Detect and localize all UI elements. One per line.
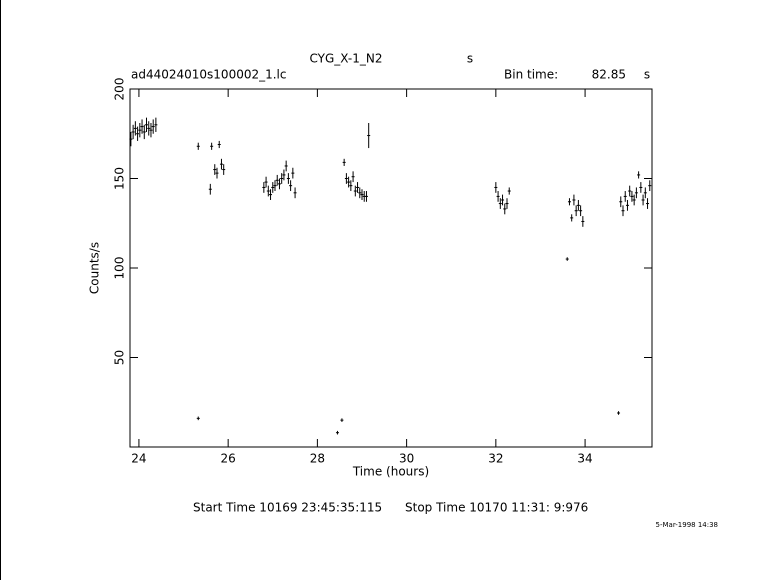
- plot-frame: [129, 88, 653, 448]
- x-tick-label: 26: [221, 452, 236, 466]
- x-tick-label: 30: [399, 452, 414, 466]
- start-time: Start Time 10169 23:45:35:115: [193, 501, 382, 515]
- date-stamp: 5-Mar-1998 14:38: [656, 521, 718, 529]
- y-tick-label: 150: [113, 167, 127, 190]
- bin-time-unit: s: [644, 68, 650, 82]
- x-tick-label: 32: [488, 452, 503, 466]
- x-tick-label: 24: [131, 452, 146, 466]
- y-tick-label: 100: [113, 257, 127, 280]
- title-unit: s: [467, 52, 473, 66]
- bin-time-label: Bin time:: [504, 68, 558, 82]
- chart-title: CYG_X-1_N2: [310, 52, 383, 66]
- stop-time: Stop Time 10170 11:31: 9:976: [405, 501, 588, 515]
- bin-time: 82.85: [592, 68, 626, 82]
- x-tick-label: 28: [310, 452, 325, 466]
- file-name: ad44024010s100002_1.lc: [131, 68, 287, 82]
- y-tick-label: 50: [113, 350, 127, 365]
- y-axis-label: Counts/s: [88, 242, 102, 294]
- y-tick-label: 200: [113, 78, 127, 101]
- x-axis-label: Time (hours): [352, 465, 429, 479]
- x-tick-label: 34: [577, 452, 592, 466]
